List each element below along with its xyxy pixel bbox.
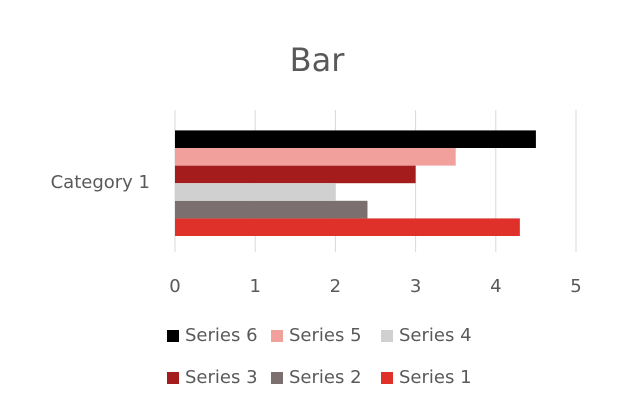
x-tick-label: 4 bbox=[490, 276, 501, 297]
legend-label: Series 6 bbox=[185, 325, 258, 346]
bar bbox=[175, 130, 536, 148]
bar bbox=[175, 183, 336, 201]
x-tick-label: 5 bbox=[570, 276, 581, 297]
legend-swatch bbox=[381, 372, 393, 384]
bar bbox=[175, 200, 368, 219]
legend-label: Series 2 bbox=[289, 367, 362, 388]
legend-swatch bbox=[271, 372, 283, 384]
legend-swatch bbox=[271, 330, 283, 342]
y-tick-label: Category 1 bbox=[51, 172, 150, 193]
x-tick-label: 1 bbox=[249, 276, 260, 297]
bar bbox=[175, 165, 416, 184]
legend-swatch bbox=[167, 330, 179, 342]
bar bbox=[175, 148, 456, 166]
legend-label: Series 1 bbox=[399, 367, 472, 388]
chart-title: Bar bbox=[290, 41, 346, 79]
x-tick-label: 0 bbox=[169, 276, 180, 297]
x-tick-label: 2 bbox=[330, 276, 341, 297]
legend-label: Series 4 bbox=[399, 325, 472, 346]
legend-swatch bbox=[381, 330, 393, 342]
x-tick-label: 3 bbox=[410, 276, 421, 297]
legend-label: Series 3 bbox=[185, 367, 258, 388]
bar bbox=[175, 218, 520, 236]
legend-swatch bbox=[167, 372, 179, 384]
legend-label: Series 5 bbox=[289, 325, 362, 346]
